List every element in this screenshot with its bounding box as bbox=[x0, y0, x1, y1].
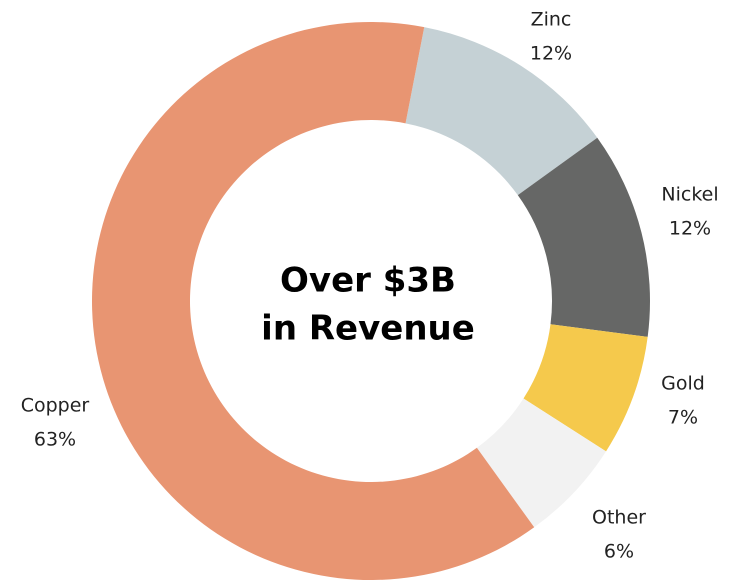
slice-label: Zinc bbox=[531, 9, 572, 31]
donut-slice bbox=[476, 398, 607, 528]
center-text: in Revenue bbox=[261, 309, 475, 349]
slice-label: Copper bbox=[21, 395, 90, 417]
donut-slice bbox=[91, 21, 535, 580]
donut-slice bbox=[517, 137, 650, 337]
slice-value-label: 12% bbox=[669, 218, 711, 240]
donut-slice bbox=[523, 324, 648, 452]
slice-label: Gold bbox=[661, 373, 705, 395]
slice-value-label: 63% bbox=[34, 429, 76, 451]
slice-label: Nickel bbox=[661, 184, 718, 206]
slice-value-label: 12% bbox=[530, 43, 572, 65]
slice-value-label: 6% bbox=[604, 541, 634, 563]
center-text: Over $3B bbox=[280, 261, 456, 301]
slice-value-label: 7% bbox=[668, 407, 698, 429]
slice-label: Other bbox=[592, 507, 646, 529]
donut-slice bbox=[405, 27, 598, 196]
